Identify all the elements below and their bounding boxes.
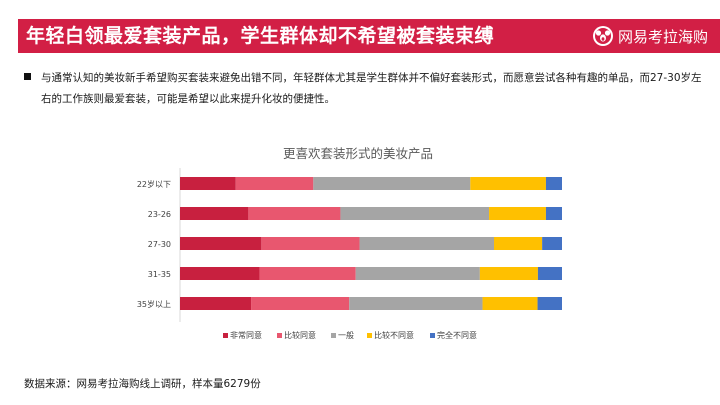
legend-label: 比较同意: [284, 330, 316, 340]
bar-segment: [537, 297, 562, 310]
category-label: 35岁以上: [137, 299, 171, 309]
bar-segment: [482, 297, 538, 310]
legend-label: 一般: [338, 330, 354, 340]
legend-swatch: [367, 333, 372, 338]
bar-segment: [355, 267, 480, 280]
bar-segment: [470, 177, 546, 190]
bar-segment: [340, 207, 490, 220]
bar-segment: [313, 177, 471, 190]
legend-swatch: [277, 333, 282, 338]
legend-label: 非常同意: [230, 330, 262, 340]
bar-segment: [248, 207, 341, 220]
bar-segment: [349, 297, 483, 310]
category-label: 22岁以下: [137, 179, 171, 189]
bar-segment: [180, 297, 252, 310]
insight-note: 与通常认知的美妆新手希望购买套装来避免出错不同，年轻群体尤其是学生群体并不偏好套…: [24, 68, 704, 110]
bar-segment: [494, 237, 543, 250]
koala-logo-icon: [592, 26, 613, 46]
bar-segment: [359, 237, 495, 250]
legend-label: 完全不同意: [437, 330, 477, 340]
page-title: 年轻白领最爱套装产品，学生群体却不希望被套装束缚: [26, 25, 495, 47]
bar-segment: [542, 237, 562, 250]
category-label: 23-26: [148, 210, 171, 219]
bar-segment: [259, 267, 356, 280]
legend-label: 比较不同意: [374, 330, 414, 340]
bullet-square-icon: [24, 73, 31, 80]
bar-segment: [251, 297, 350, 310]
legend-swatch: [331, 333, 336, 338]
brand-logo: 网易考拉海购: [592, 25, 708, 47]
bar-segment: [180, 267, 260, 280]
brand-name: 网易考拉海购: [617, 27, 708, 46]
bar-segment: [537, 267, 562, 280]
bar-segment: [545, 177, 562, 190]
category-label: 31-35: [148, 270, 171, 279]
legend-swatch: [430, 333, 435, 338]
bar-segment: [489, 207, 546, 220]
bar-segment: [235, 177, 314, 190]
data-source: 数据来源：网易考拉海购线上调研，样本量6279份: [24, 378, 261, 390]
chart-title: 更喜欢套装形式的美妆产品: [283, 146, 433, 161]
note-text: 与通常认知的美妆新手希望购买套装来避免出错不同，年轻群体尤其是学生群体并不偏好套…: [41, 72, 702, 105]
legend-swatch: [223, 333, 228, 338]
bar-segment: [479, 267, 538, 280]
bar-segment: [180, 177, 236, 190]
bar-segment: [261, 237, 360, 250]
bar-segment: [180, 207, 249, 220]
bar-segment: [180, 237, 262, 250]
header-bar: 年轻白领最爱套装产品，学生群体却不希望被套装束缚 网易考拉海购: [18, 19, 720, 53]
category-label: 27-30: [148, 240, 171, 249]
bar-segment: [545, 207, 562, 220]
